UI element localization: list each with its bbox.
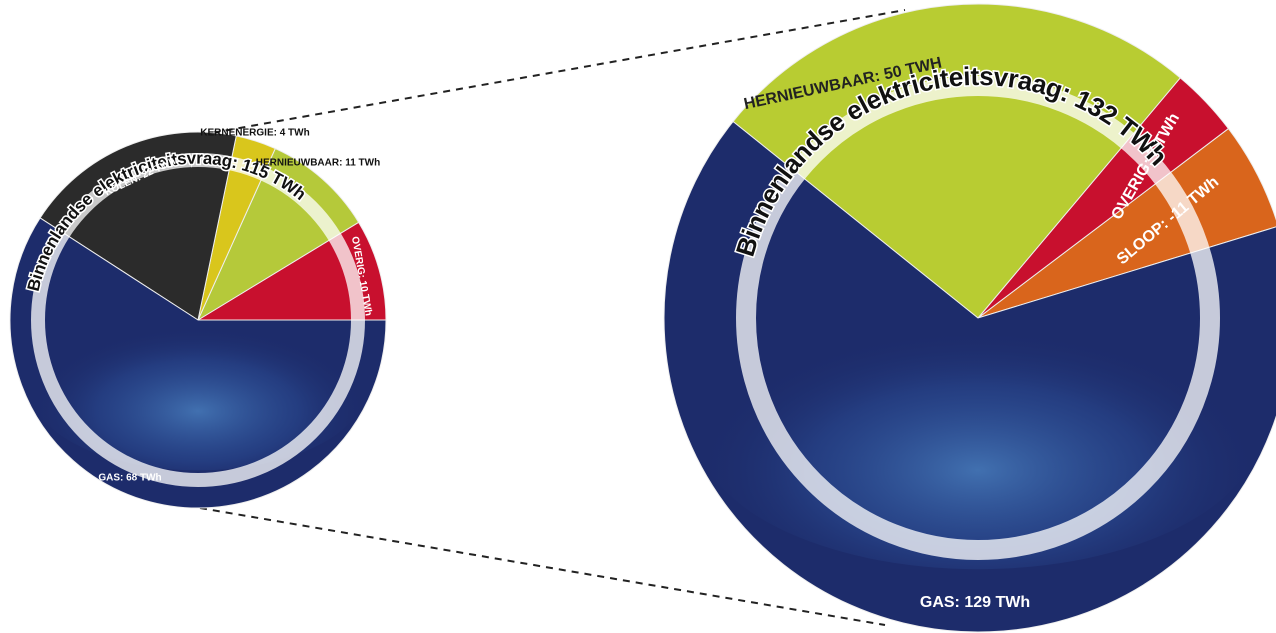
slice-label: GAS: 129 TWh — [920, 594, 1030, 611]
pie-slice — [39, 131, 237, 321]
pie-chart: Binnenlandse elektriciteitsvraag: 132 TW… — [663, 3, 1276, 633]
slice-label: KERNENERGIE: 4 TWh — [200, 128, 309, 139]
slice-label: GAS: 68 TWh — [98, 473, 161, 484]
zoom-line — [199, 9, 906, 136]
ring — [31, 153, 365, 487]
ring — [736, 76, 1220, 560]
pie-chart: Binnenlandse elektriciteitsvraag: 115 TW… — [9, 128, 387, 509]
pie-slice — [196, 147, 360, 322]
pie-slice — [732, 3, 1181, 319]
slice-label: HERNIEUWBAAR: 11 TWh — [256, 158, 380, 169]
burner-glow — [28, 301, 368, 471]
